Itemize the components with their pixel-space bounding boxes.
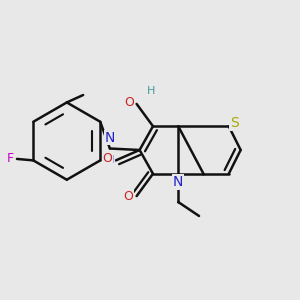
Text: H: H [147,85,156,96]
Text: O: O [102,152,112,165]
Text: H: H [106,155,114,165]
Text: N: N [105,131,115,145]
Text: N: N [173,175,183,189]
Text: O: O [124,96,134,109]
Text: F: F [7,152,14,165]
Text: S: S [230,116,239,130]
Text: O: O [123,190,133,202]
